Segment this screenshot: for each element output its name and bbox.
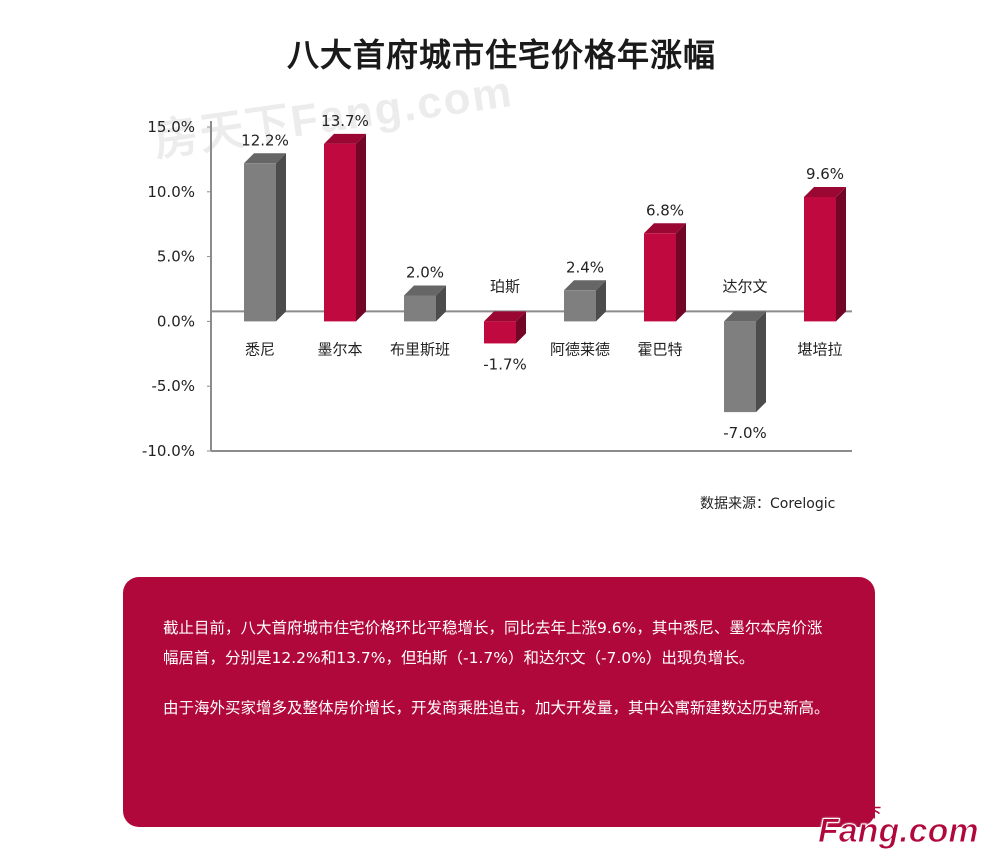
bar [724,321,756,413]
bar [644,233,676,322]
data-label: 9.6% [806,165,844,183]
bar [564,290,596,322]
data-source: 数据来源：Corelogic [700,496,836,512]
bar-side [596,280,606,322]
y-tick-label: 10.0% [147,183,195,201]
bar [244,163,276,322]
bar-chart: 15.0% 10.0% 5.0% 0.0% -5.0% -10.0% 12.2% 悉尼 13.7… [142,112,852,460]
bar-side [356,133,366,322]
bar-top [404,285,446,296]
data-label: 12.2% [241,131,289,149]
data-label: 13.7% [321,112,369,130]
category-label: 霍巴特 [637,340,682,358]
text-panel: 截止目前，八大首府城市住宅价格环比平稳增长，同比去年上涨9.6%，其中悉尼、墨尔… [123,577,875,827]
bar-side [436,285,446,322]
data-label: -7.0% [723,424,767,442]
panel-paragraph-2: 由于海外买家增多及整体房价增长，开发商乘胜追击，加大开发量，其中公寓新建数达历史… [163,699,830,717]
category-label: 达尔文 [722,277,767,295]
bar-top [564,280,606,291]
category-label: 珀斯 [490,277,520,295]
bar-side [676,223,686,322]
bar-top [244,153,286,164]
data-label: -1.7% [483,355,527,373]
bar-top [324,133,366,144]
bar-top [644,223,686,234]
bar-side [756,311,766,413]
bar-top [724,311,766,322]
category-label: 墨尔本 [317,340,362,358]
category-label: 阿德莱德 [550,340,610,358]
bar-side [836,186,846,322]
data-label: 6.8% [646,201,684,219]
bar [804,196,836,322]
category-label: 悉尼 [245,340,275,358]
bar [324,143,356,322]
chart-title: 八大首府城市住宅价格年涨幅 [286,36,716,74]
panel-paragraph-1: 截止目前，八大首府城市住宅价格环比平稳增长，同比去年上涨9.6%，其中悉尼、墨尔… [163,619,823,667]
y-tick-label: -10.0% [142,442,195,460]
bar [484,321,516,344]
y-tick-label: -5.0% [151,377,195,395]
y-tick-label: 5.0% [157,248,195,266]
y-tick-label: 0.0% [157,312,195,330]
y-tick-label: 15.0% [147,118,195,136]
logo-big-text: Fang.com [818,812,980,851]
logo-small-text: 房天下 [840,806,883,821]
bar-side [276,153,286,322]
bar-top [804,186,846,197]
category-label: 布里斯班 [390,340,450,358]
category-label: 堪培拉 [797,340,842,358]
bar-side [516,311,526,344]
bar [404,295,436,322]
data-label: 2.0% [406,263,444,281]
data-label: 2.4% [566,258,604,276]
bar-top [484,311,526,322]
